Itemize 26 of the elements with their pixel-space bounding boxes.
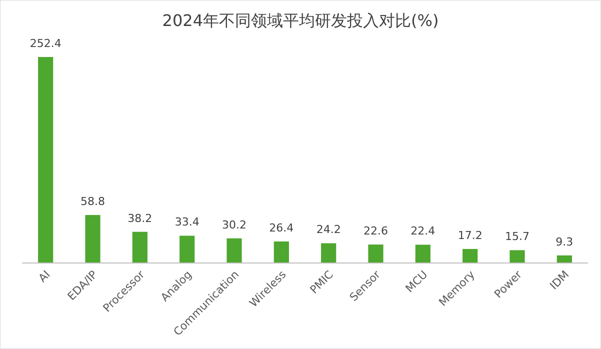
bar — [462, 248, 478, 263]
bar — [180, 236, 195, 263]
bar — [321, 243, 336, 263]
bar — [226, 238, 242, 263]
data-label: 33.4 — [174, 216, 200, 229]
data-label: 15.7 — [505, 230, 530, 244]
data-label: 24.2 — [316, 223, 341, 236]
bar — [274, 241, 289, 263]
bar — [132, 232, 148, 263]
data-label: 38.2 — [128, 212, 152, 225]
data-label: 30.2 — [222, 218, 246, 232]
bar — [85, 215, 100, 263]
data-label: 252.4 — [30, 37, 62, 50]
x-tick-label: AI — [36, 268, 53, 285]
data-label: 26.4 — [269, 221, 294, 234]
bar — [38, 57, 54, 263]
data-label: 9.3 — [556, 235, 574, 248]
data-label: 58.8 — [80, 195, 105, 208]
data-label: 17.2 — [458, 228, 482, 242]
chart-title: 2024年不同领域平均研发投入对比(%) — [162, 11, 439, 30]
bar — [556, 255, 572, 263]
data-label: 22.4 — [410, 224, 436, 238]
bar — [510, 250, 525, 263]
data-label: 22.6 — [364, 224, 388, 238]
bar — [368, 244, 384, 263]
bar — [415, 244, 430, 263]
